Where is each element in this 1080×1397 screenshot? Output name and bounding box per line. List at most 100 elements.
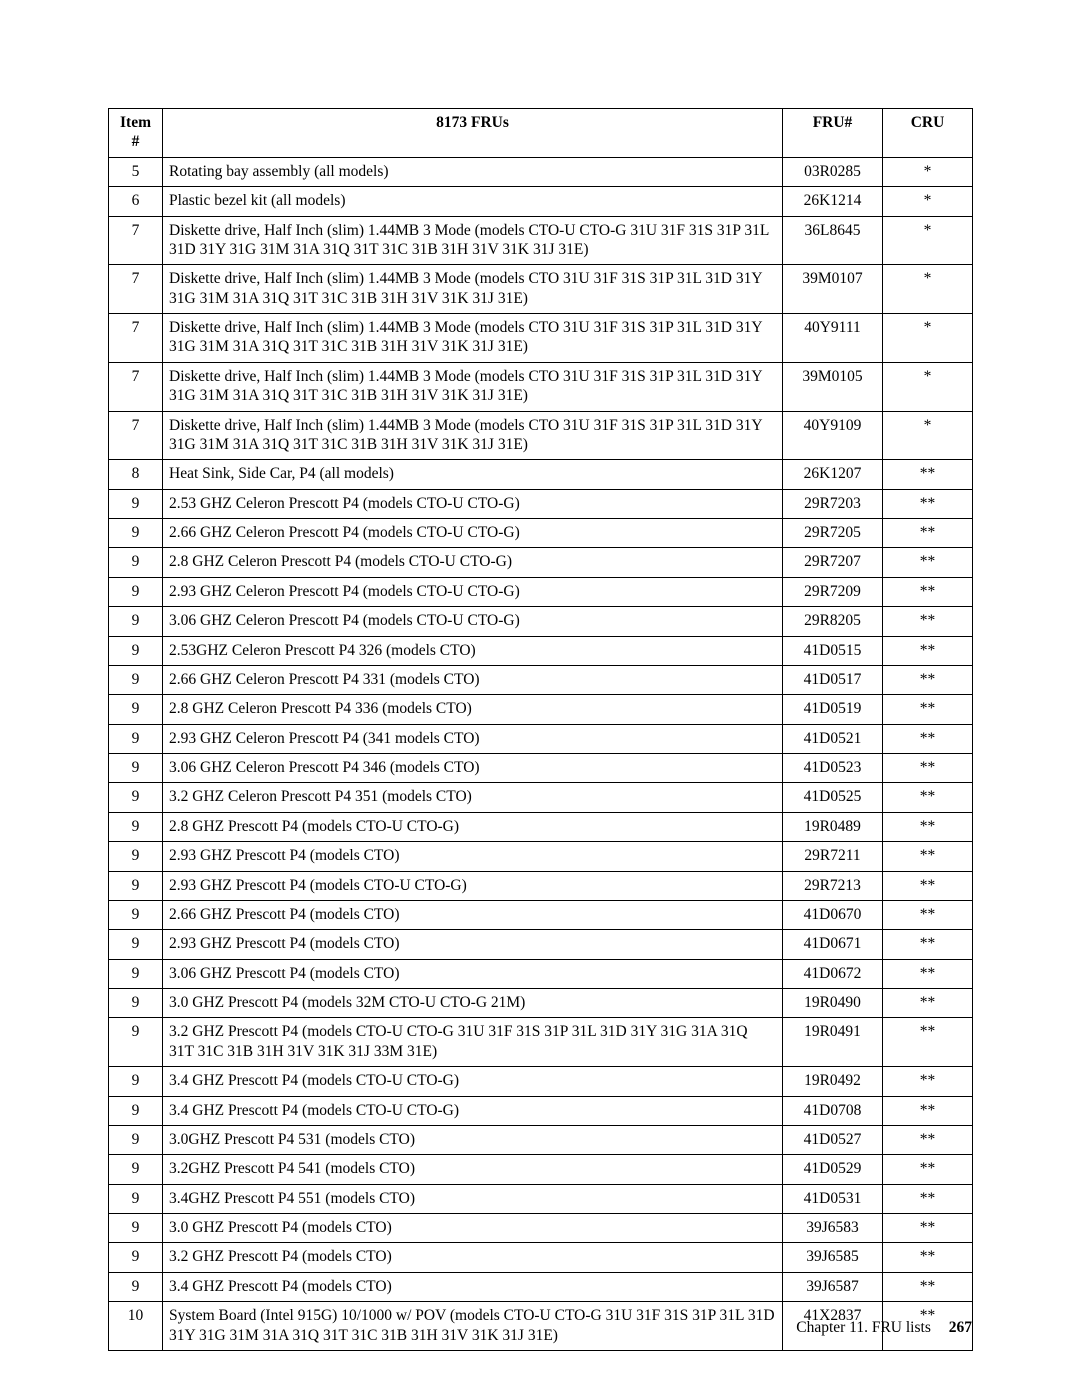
cell-cru: ** [883,489,973,518]
cell-cru: ** [883,636,973,665]
table-row: 92.66 GHZ Celeron Prescott P4 (models CT… [109,519,973,548]
cell-item: 8 [109,460,163,489]
table-row: 93.0GHZ Prescott P4 531 (models CTO)41D0… [109,1125,973,1154]
cell-desc: 3.4GHZ Prescott P4 551 (models CTO) [163,1184,783,1213]
cell-item: 9 [109,489,163,518]
cell-cru: ** [883,959,973,988]
cell-item: 7 [109,362,163,411]
cell-item: 9 [109,695,163,724]
cell-fru: 29R7213 [783,871,883,900]
cell-fru: 41D0527 [783,1125,883,1154]
cell-fru: 26K1214 [783,187,883,216]
cell-desc: 3.06 GHZ Celeron Prescott P4 346 (models… [163,754,783,783]
cell-desc: 3.4 GHZ Prescott P4 (models CTO-U CTO-G) [163,1067,783,1096]
cell-desc: 2.8 GHZ Prescott P4 (models CTO-U CTO-G) [163,812,783,841]
cell-desc: 2.93 GHZ Celeron Prescott P4 (341 models… [163,724,783,753]
cell-item: 9 [109,724,163,753]
cell-fru: 26K1207 [783,460,883,489]
cell-fru: 29R8205 [783,607,883,636]
cell-item: 9 [109,812,163,841]
cell-desc: 3.0GHZ Prescott P4 531 (models CTO) [163,1125,783,1154]
col-cru: CRU [883,109,973,158]
cell-cru: ** [883,1018,973,1067]
page: Item # 8173 FRUs FRU# CRU 5Rotating bay … [0,0,1080,1397]
cell-desc: 3.06 GHZ Prescott P4 (models CTO) [163,959,783,988]
table-row: 93.06 GHZ Celeron Prescott P4 346 (model… [109,754,973,783]
cell-cru: ** [883,1155,973,1184]
cell-cru: * [883,314,973,363]
table-row: 7Diskette drive, Half Inch (slim) 1.44MB… [109,216,973,265]
table-row: 93.0 GHZ Prescott P4 (models CTO)39J6583… [109,1214,973,1243]
cell-fru: 41D0523 [783,754,883,783]
table-row: 93.0 GHZ Prescott P4 (models 32M CTO-U C… [109,989,973,1018]
cell-desc: 2.93 GHZ Celeron Prescott P4 (models CTO… [163,577,783,606]
cell-fru: 29R7207 [783,548,883,577]
cell-cru: ** [883,1214,973,1243]
cell-desc: 3.4 GHZ Prescott P4 (models CTO-U CTO-G) [163,1096,783,1125]
cell-cru: ** [883,577,973,606]
col-desc: 8173 FRUs [163,109,783,158]
col-fru: FRU# [783,109,883,158]
cell-desc: 3.0 GHZ Prescott P4 (models CTO) [163,1214,783,1243]
table-row: 8Heat Sink, Side Car, P4 (all models)26K… [109,460,973,489]
table-row: 92.8 GHZ Celeron Prescott P4 336 (models… [109,695,973,724]
cell-cru: * [883,265,973,314]
table-row: 92.93 GHZ Prescott P4 (models CTO)41D067… [109,930,973,959]
cell-desc: 2.66 GHZ Prescott P4 (models CTO) [163,900,783,929]
cell-fru: 39M0107 [783,265,883,314]
cell-desc: Rotating bay assembly (all models) [163,157,783,186]
cell-cru: ** [883,754,973,783]
cell-desc: 2.8 GHZ Celeron Prescott P4 336 (models … [163,695,783,724]
cell-desc: 3.2 GHZ Prescott P4 (models CTO-U CTO-G … [163,1018,783,1067]
cell-desc: 2.93 GHZ Prescott P4 (models CTO) [163,842,783,871]
cell-item: 10 [109,1302,163,1351]
cell-desc: System Board (Intel 915G) 10/1000 w/ POV… [163,1302,783,1351]
cell-item: 9 [109,783,163,812]
cell-cru: ** [883,1067,973,1096]
cell-desc: Plastic bezel kit (all models) [163,187,783,216]
cell-desc: 2.53 GHZ Celeron Prescott P4 (models CTO… [163,489,783,518]
cell-fru: 39J6585 [783,1243,883,1272]
table-row: 92.93 GHZ Celeron Prescott P4 (341 model… [109,724,973,753]
footer-text: Chapter 11. FRU lists [796,1319,931,1336]
cell-item: 9 [109,842,163,871]
cell-item: 9 [109,989,163,1018]
cell-desc: 3.2GHZ Prescott P4 541 (models CTO) [163,1155,783,1184]
cell-desc: 3.4 GHZ Prescott P4 (models CTO) [163,1272,783,1301]
cell-desc: 3.0 GHZ Prescott P4 (models 32M CTO-U CT… [163,989,783,1018]
cell-cru: ** [883,460,973,489]
table-row: 7Diskette drive, Half Inch (slim) 1.44MB… [109,411,973,460]
page-number: 267 [949,1319,972,1336]
table-row: 93.4 GHZ Prescott P4 (models CTO)39J6587… [109,1272,973,1301]
cell-cru: * [883,157,973,186]
cell-item: 9 [109,959,163,988]
cell-cru: ** [883,607,973,636]
cell-fru: 19R0491 [783,1018,883,1067]
table-body: 5Rotating bay assembly (all models)03R02… [109,157,973,1350]
cell-fru: 41D0525 [783,783,883,812]
cell-item: 9 [109,1096,163,1125]
cell-cru: ** [883,842,973,871]
cell-desc: 2.66 GHZ Celeron Prescott P4 331 (models… [163,665,783,694]
cell-item: 7 [109,411,163,460]
cell-fru: 39J6583 [783,1214,883,1243]
table-row: 5Rotating bay assembly (all models)03R02… [109,157,973,186]
cell-fru: 41D0671 [783,930,883,959]
cell-item: 5 [109,157,163,186]
cell-item: 9 [109,1243,163,1272]
cell-item: 9 [109,1155,163,1184]
cell-fru: 29R7203 [783,489,883,518]
cell-cru: ** [883,1184,973,1213]
cell-desc: 2.53GHZ Celeron Prescott P4 326 (models … [163,636,783,665]
cell-item: 9 [109,1067,163,1096]
page-footer: Chapter 11. FRU lists 267 [796,1319,972,1337]
table-row: 92.93 GHZ Celeron Prescott P4 (models CT… [109,577,973,606]
cell-item: 9 [109,548,163,577]
cell-fru: 41D0521 [783,724,883,753]
cell-desc: Diskette drive, Half Inch (slim) 1.44MB … [163,265,783,314]
cell-fru: 41D0670 [783,900,883,929]
cell-fru: 03R0285 [783,157,883,186]
cell-fru: 36L8645 [783,216,883,265]
table-row: 92.66 GHZ Prescott P4 (models CTO)41D067… [109,900,973,929]
cell-item: 9 [109,577,163,606]
